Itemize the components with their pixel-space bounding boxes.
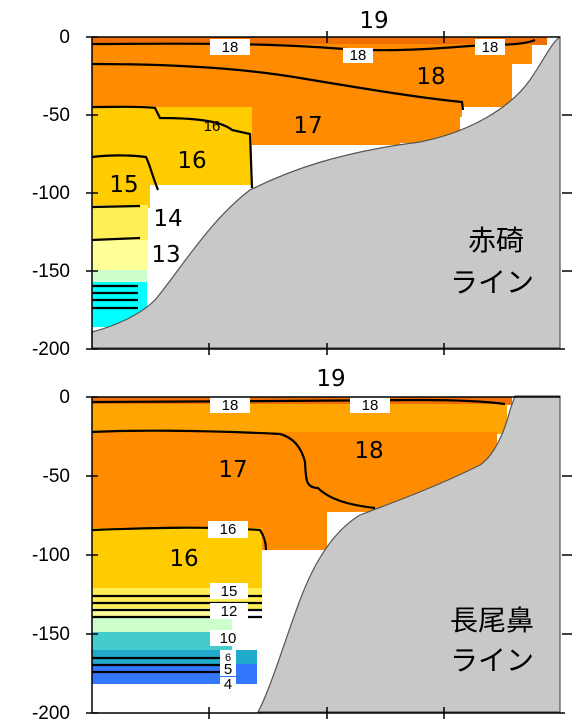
line-name-2: ライン [450, 644, 534, 677]
line-name-1: 赤碕 [468, 224, 524, 257]
boxed-labels-nagaobana: 18 18 16 15 12 10 6 5 4 [208, 397, 390, 693]
boxed-label: 18 [362, 397, 379, 414]
y-tick-label: -150 [32, 261, 70, 282]
boxed-label: 15 [221, 583, 238, 600]
axes-akasaki [86, 31, 572, 355]
contour-label: 19 [359, 8, 388, 34]
line-name-akasaki: 赤碕 ライン [450, 224, 534, 299]
contour-label: 16 [177, 148, 206, 174]
contour-label: 18 [354, 438, 383, 464]
y-tick-labels-nagaobana: 0 -50 -100 -150 -200 [32, 387, 70, 720]
seabed-akasaki [91, 35, 561, 349]
boxed-labels-akasaki: 18 18 18 16 [204, 39, 505, 135]
contour-label: 16 [169, 546, 198, 572]
contour-labels-akasaki: 19 18 17 16 15 14 13 [109, 8, 445, 268]
contour-label: 19 [316, 366, 345, 392]
contour-label: 18 [416, 64, 445, 90]
boxed-label: 18 [482, 39, 499, 56]
y-tick-label: -100 [32, 545, 70, 566]
boxed-label: 10 [220, 630, 237, 647]
boxed-label: 18 [222, 39, 239, 56]
boxed-label: 4 [224, 676, 232, 693]
y-tick-label: -50 [43, 105, 70, 126]
boxed-label: 16 [204, 118, 221, 135]
contour-label: 17 [293, 113, 322, 139]
panel-akasaki: 18 18 18 16 19 18 17 16 15 14 13 赤碕 ライン [32, 8, 572, 360]
contour-label: 14 [153, 206, 182, 232]
boxed-label: 18 [222, 397, 239, 414]
y-tick-label: -50 [43, 466, 70, 487]
y-tick-labels-akasaki: 0 -50 -100 -150 -200 [32, 27, 70, 360]
y-tick-label: 0 [59, 387, 70, 408]
contour-labels-nagaobana: 19 17 18 16 [169, 366, 383, 572]
y-tick-label: -200 [32, 339, 70, 360]
boxed-label: 5 [224, 661, 232, 678]
y-tick-label: -100 [32, 183, 70, 204]
boxed-label: 16 [220, 521, 237, 538]
y-tick-label: 0 [59, 27, 70, 48]
panel-nagaobana: 18 18 16 15 12 10 6 5 4 19 17 18 16 長尾鼻 [32, 366, 572, 720]
contour-label: 15 [109, 172, 138, 198]
boxed-label: 12 [221, 603, 238, 620]
contour-label: 17 [218, 457, 247, 483]
contour-label: 13 [151, 242, 180, 268]
boxed-label: 18 [350, 47, 367, 64]
line-name-1: 長尾鼻 [450, 604, 534, 637]
line-name-nagaobana: 長尾鼻 ライン [450, 604, 534, 677]
boxed-label: 6 [225, 652, 231, 664]
line-name-2: ライン [450, 266, 534, 299]
axes-nagaobana [86, 396, 572, 719]
y-tick-label: -150 [32, 624, 70, 645]
y-tick-label: -200 [32, 703, 70, 720]
seabed-nagaobana [256, 395, 561, 713]
